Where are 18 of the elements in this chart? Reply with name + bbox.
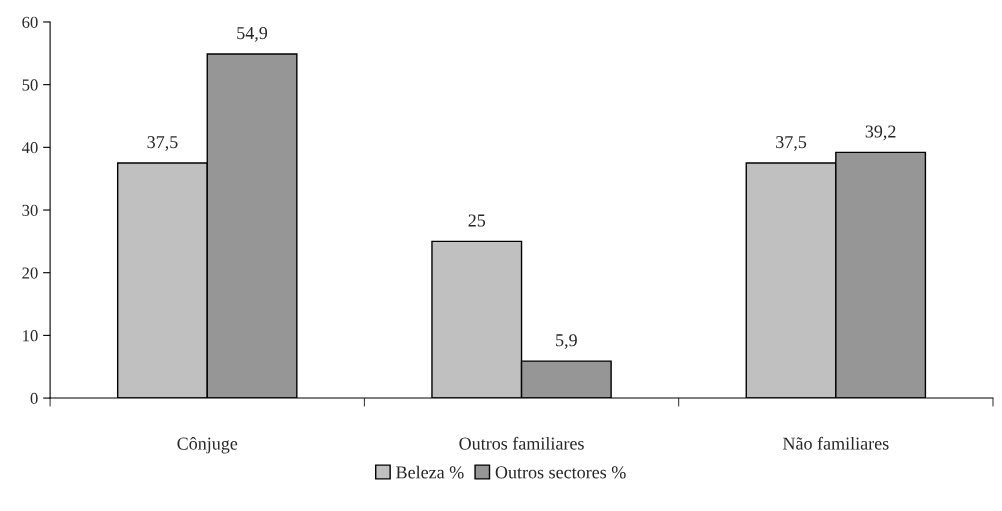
y-tick-label: 30: [22, 204, 38, 216]
data-label: 54,9: [237, 27, 268, 42]
legend-label: Outros sectores %: [495, 466, 626, 479]
data-label: 39,2: [865, 125, 896, 141]
x-tick-label: Outros familiares: [459, 436, 584, 450]
legend-label: Beleza %: [396, 465, 464, 479]
data-label: 37,5: [147, 136, 178, 151]
y-tick-label: 60: [22, 16, 38, 28]
y-tick-label: 20: [22, 267, 38, 279]
data-label: 5,9: [556, 334, 577, 349]
data-label: 25: [468, 214, 486, 227]
y-tick-label: 10: [23, 330, 38, 342]
x-tick-label: Não familiares: [782, 436, 889, 450]
data-label: 37,5: [776, 136, 807, 151]
x-tick-label: Cônjuge: [177, 436, 238, 454]
y-tick-label: 40: [21, 142, 38, 154]
y-tick-label: 50: [22, 79, 38, 91]
y-tick-label: 0: [30, 392, 38, 405]
